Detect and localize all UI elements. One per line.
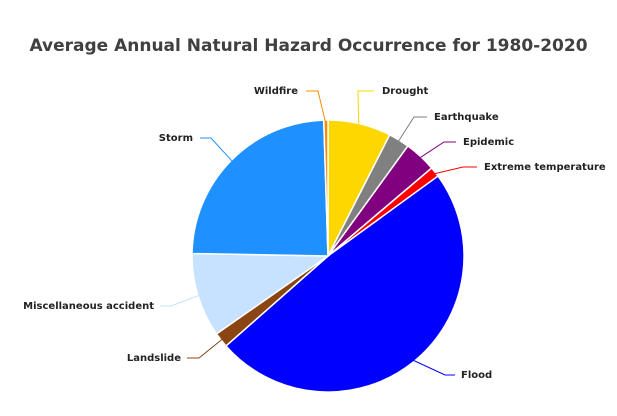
slice-label-earthquake: Earthquake [434,112,499,123]
leader-line-flood [410,358,455,376]
slice-label-epidemic: Epidemic [463,137,514,148]
pie-slice-wildfire [322,119,329,257]
leader-line-drought [357,90,374,128]
leader-line-extreme-temperature [431,166,477,175]
leader-line-miscellaneous-accident [160,293,202,307]
leader-line-storm [200,137,235,164]
slice-labels: Drought Earthquake Epidemic Extreme tempera… [23,86,606,381]
slice-label-extreme-temperature: Extreme temperature [484,162,606,173]
slice-label-flood: Flood [461,370,492,381]
slice-label-storm: Storm [159,133,193,144]
pie-slice-storm [191,119,329,257]
slice-label-wildfire: Wildfire [254,86,298,97]
leader-line-landslide [187,337,225,359]
leader-line-epidemic [417,141,456,160]
slice-label-miscellaneous-accident: Miscellaneous accident [23,301,154,312]
leader-lines [160,90,477,376]
pie-slice-flood [224,175,465,393]
slice-label-drought: Drought [382,86,428,97]
leader-line-earthquake [396,116,427,144]
chart-title: Average Annual Natural Hazard Occurrence… [29,36,588,56]
slice-label-landslide: Landslide [127,353,181,364]
leader-line-wildfire [306,90,327,125]
pie-slices [191,119,465,393]
